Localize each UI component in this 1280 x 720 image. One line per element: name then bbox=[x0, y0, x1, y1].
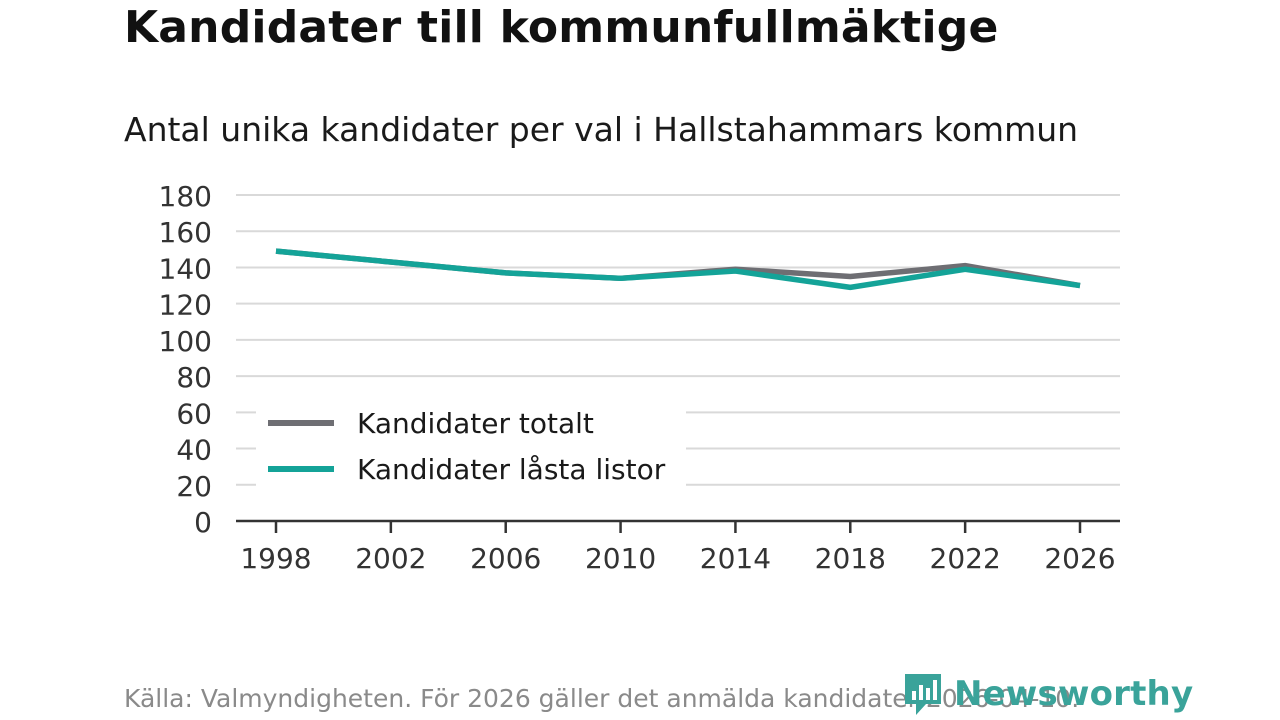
y-tick-label: 180 bbox=[159, 180, 212, 213]
y-tick-label: 20 bbox=[176, 470, 212, 503]
x-tick-label: 2010 bbox=[585, 542, 656, 575]
series-lines bbox=[275, 248, 1081, 291]
x-tick-label: 2002 bbox=[355, 542, 426, 575]
newsworthy-logo-icon bbox=[905, 674, 941, 715]
y-tick-label: 100 bbox=[159, 325, 212, 358]
y-tick-label: 140 bbox=[159, 252, 212, 285]
y-tick-label: 0 bbox=[194, 506, 212, 539]
newsworthy-logo-text: Newsworthy bbox=[954, 674, 1194, 714]
chart-title: Kandidater till kommunfullmäktige bbox=[124, 2, 999, 53]
x-tick-label: 2022 bbox=[930, 542, 1001, 575]
legend-label: Kandidater totalt bbox=[357, 407, 594, 440]
x-tick-label: 2026 bbox=[1044, 542, 1115, 575]
y-tick-label: 120 bbox=[159, 289, 212, 322]
chart-subtitle: Antal unika kandidater per val i Hallsta… bbox=[124, 110, 1079, 149]
x-tick-label: 1998 bbox=[240, 542, 311, 575]
x-tick-label: 2018 bbox=[815, 542, 886, 575]
legend-label: Kandidater låsta listor bbox=[357, 453, 666, 486]
legend-background bbox=[256, 402, 686, 490]
legend: Kandidater totalt Kandidater låsta listor bbox=[256, 402, 686, 490]
y-tick-label: 80 bbox=[176, 361, 212, 394]
series-line-kandidater-lasta-listor bbox=[275, 248, 1081, 291]
y-tick-label: 160 bbox=[159, 216, 212, 249]
newsworthy-logo[interactable]: Newsworthy bbox=[902, 670, 1193, 718]
y-tick-label: 40 bbox=[176, 434, 212, 467]
x-tick-label: 2014 bbox=[700, 542, 771, 575]
x-tick-label: 2006 bbox=[470, 542, 541, 575]
y-tick-label: 60 bbox=[176, 397, 212, 430]
x-axis: 1998 2002 2006 2010 2014 2018 2022 2026 bbox=[236, 519, 1120, 575]
